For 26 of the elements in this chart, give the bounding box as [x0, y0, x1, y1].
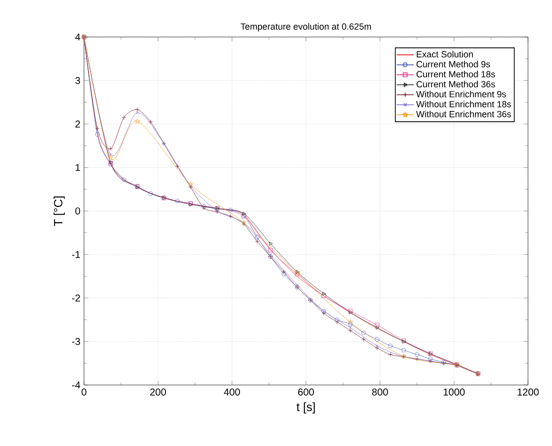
x-axis-title: t [s]	[296, 402, 315, 414]
y-tick-label: 3	[75, 76, 80, 84]
legend-label: Without Enrichment 18s	[416, 100, 511, 108]
legend-label: Current Method 9s	[416, 60, 490, 68]
x-tick-label: 200	[150, 388, 166, 396]
y-tick-label: 2	[75, 120, 80, 128]
x-tick-label: 1200	[518, 388, 539, 396]
y-tick-label: 1	[76, 164, 80, 171]
x-tick-label: 0	[82, 388, 86, 396]
y-tick-label: -4	[72, 382, 80, 388]
legend-label: Without Enrichment 9s	[416, 90, 506, 98]
y-tick-label: -1	[72, 251, 80, 258]
chart-title: Temperature evolution at 0.625m	[240, 23, 371, 32]
y-tick-label: -2	[72, 294, 80, 302]
legend-label: Current Method 18s	[416, 70, 496, 78]
x-tick-label: 600	[298, 388, 314, 396]
x-tick-label: 1000	[444, 388, 465, 396]
legend-label: Without Enrichment 36s	[416, 110, 511, 118]
legend-label: Exact Solution	[416, 50, 473, 58]
y-tick-label: -3	[72, 338, 80, 346]
legend-label: Current Method 36s	[416, 80, 496, 88]
y-tick-label: 0	[75, 207, 80, 215]
y-axis-title: T [°C]	[54, 196, 65, 226]
x-tick-label: 400	[224, 388, 240, 396]
y-tick-label: 4	[75, 34, 80, 40]
x-tick-label: 800	[372, 388, 388, 396]
